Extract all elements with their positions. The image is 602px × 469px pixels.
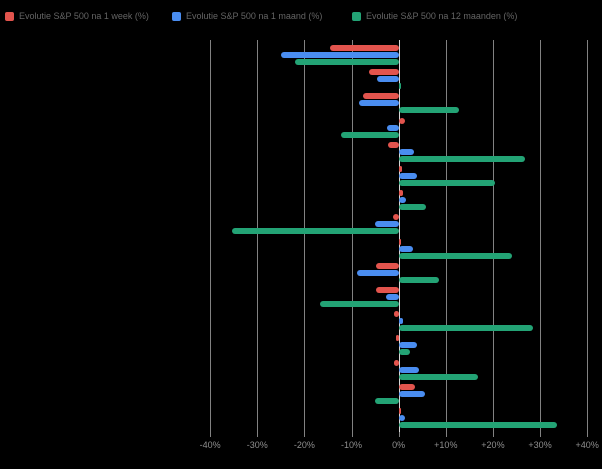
x-axis-tick-label: +20% <box>481 440 505 450</box>
x-axis-tick-label: +10% <box>434 440 458 450</box>
x-axis-tick-label: -10% <box>341 440 363 450</box>
x-axis-tick-label: +30% <box>528 440 552 450</box>
bar-12-maanden-group16[interactable] <box>398 422 557 428</box>
bar-1-week-group4[interactable] <box>398 117 406 124</box>
bar-1-maand-group15[interactable] <box>398 390 425 397</box>
bar-1-week-group12[interactable] <box>393 311 399 318</box>
bar-1-week-group14[interactable] <box>394 359 399 366</box>
x-axis-tick-label: 0% <box>392 440 406 450</box>
bar-12-maanden-group3[interactable] <box>398 107 459 114</box>
legend-label-1-week: Evolutie S&P 500 na 1 week (%) <box>19 11 149 21</box>
bar-12-maanden-group15[interactable] <box>375 397 399 404</box>
bar-1-maand-group16[interactable] <box>398 415 405 421</box>
bar-12-maanden-group1[interactable] <box>295 59 399 65</box>
bar-12-maanden-group9[interactable] <box>398 252 513 259</box>
bar-1-maand-group3[interactable] <box>359 100 399 107</box>
gridline <box>257 40 259 432</box>
bar-1-week-group15[interactable] <box>398 383 416 390</box>
bar-1-maand-group11[interactable] <box>385 294 399 300</box>
bar-1-maand-group2[interactable] <box>376 76 399 83</box>
x-axis-tick-label: +40% <box>575 440 599 450</box>
gridline <box>351 40 353 432</box>
bar-1-maand-group5[interactable] <box>398 148 415 155</box>
x-axis-tick-label: -30% <box>246 440 268 450</box>
bar-1-maand-group7[interactable] <box>398 197 406 204</box>
legend-label-12-maanden: Evolutie S&P 500 na 12 maanden (%) <box>366 11 518 21</box>
legend-marker-1-maand-icon <box>172 11 181 21</box>
bar-1-week-group10[interactable] <box>376 262 399 269</box>
bar-12-maanden-group6[interactable] <box>398 180 495 186</box>
bar-12-maanden-group13[interactable] <box>398 349 410 356</box>
x-axis-tick <box>304 432 306 437</box>
gridline <box>210 40 212 432</box>
x-axis-tick <box>351 432 353 437</box>
bar-12-maanden-group2[interactable] <box>398 83 402 90</box>
x-axis-tick-label: -20% <box>293 440 315 450</box>
bar-12-maanden-group10[interactable] <box>398 276 440 283</box>
legend-marker-1-week-icon <box>5 11 14 21</box>
bar-1-maand-group9[interactable] <box>398 245 414 252</box>
legend-item-1-week[interactable]: Evolutie S&P 500 na 1 week (%) <box>5 8 149 24</box>
legend-item-12-maanden[interactable]: Evolutie S&P 500 na 12 maanden (%) <box>352 8 517 24</box>
bar-1-week-group16[interactable] <box>398 408 401 414</box>
gridline <box>304 40 306 432</box>
bar-12-maanden-group4[interactable] <box>341 131 399 138</box>
chart-legend: Evolutie S&P 500 na 1 week (%) Evolutie … <box>0 8 602 24</box>
x-axis-tick <box>210 432 212 437</box>
bar-1-week-group11[interactable] <box>376 287 399 293</box>
legend-marker-12-maanden-icon <box>352 11 361 21</box>
bar-1-week-group7[interactable] <box>398 190 404 197</box>
bar-1-week-group13[interactable] <box>395 335 399 342</box>
gridline <box>492 40 494 432</box>
bar-1-week-group3[interactable] <box>362 93 399 100</box>
x-axis-tick <box>398 432 400 437</box>
legend-item-1-maand[interactable]: Evolutie S&P 500 na 1 maand (%) <box>172 8 322 24</box>
gridline <box>540 40 542 432</box>
x-axis-tick <box>445 432 447 437</box>
bar-1-week-group8[interactable] <box>393 214 399 221</box>
x-axis-tick <box>257 432 259 437</box>
bar-12-maanden-group14[interactable] <box>398 373 478 380</box>
bar-1-maand-group6[interactable] <box>398 173 418 179</box>
bar-1-maand-group8[interactable] <box>375 221 399 228</box>
x-axis-tick <box>587 432 589 437</box>
bar-1-week-group6[interactable] <box>398 166 403 172</box>
bar-1-week-group2[interactable] <box>368 69 399 76</box>
zero-axis-line <box>398 40 400 432</box>
bar-12-maanden-group7[interactable] <box>398 204 426 211</box>
bar-1-maand-group13[interactable] <box>398 342 418 349</box>
bar-12-maanden-group11[interactable] <box>320 301 399 307</box>
gridline <box>587 40 589 432</box>
bar-12-maanden-group8[interactable] <box>232 228 399 235</box>
bar-1-maand-group10[interactable] <box>356 269 399 276</box>
x-axis-tick-label: -40% <box>199 440 221 450</box>
bar-12-maanden-group5[interactable] <box>398 155 526 162</box>
x-axis-tick <box>540 432 542 437</box>
bar-1-maand-group12[interactable] <box>398 318 403 325</box>
bar-1-week-group5[interactable] <box>387 141 399 148</box>
x-axis-tick <box>492 432 494 437</box>
bar-1-maand-group14[interactable] <box>398 366 419 373</box>
legend-label-1-maand: Evolutie S&P 500 na 1 maand (%) <box>186 11 323 21</box>
gridline <box>445 40 447 432</box>
bar-12-maanden-group12[interactable] <box>398 325 533 332</box>
bar-1-maand-group1[interactable] <box>280 52 399 58</box>
bar-1-maand-group4[interactable] <box>387 124 399 131</box>
bar-1-week-group1[interactable] <box>329 45 399 51</box>
bar-1-week-group9[interactable] <box>398 238 402 245</box>
